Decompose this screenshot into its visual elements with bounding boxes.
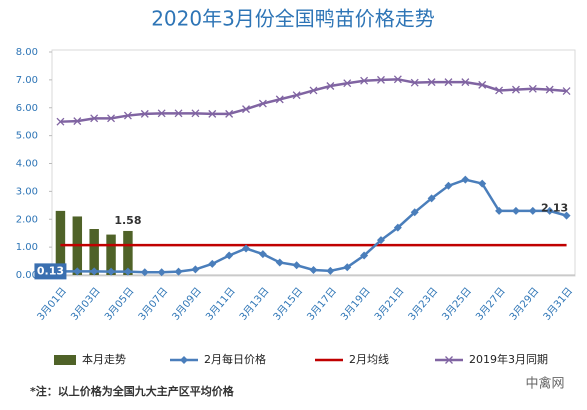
marker (545, 206, 554, 215)
marker (326, 266, 335, 275)
marker (427, 194, 436, 203)
marker (191, 265, 200, 274)
data-label: 1.58 (114, 214, 141, 227)
data-label: 0.13 (37, 264, 64, 277)
marker (258, 250, 267, 259)
legend-label: 本月走势 (82, 352, 126, 366)
marker (461, 78, 470, 87)
marker (545, 85, 554, 94)
data-label-box (34, 263, 67, 280)
marker (410, 78, 419, 87)
marker (90, 114, 99, 123)
marker (360, 251, 369, 260)
marker (73, 267, 82, 276)
marker (444, 78, 453, 87)
marker (208, 259, 217, 268)
bar (106, 234, 116, 275)
bar (55, 210, 66, 275)
marker (123, 111, 132, 120)
watermark: 中禽网 (525, 376, 564, 392)
y-tick-label: 7.00 (16, 75, 38, 86)
marker (191, 109, 200, 118)
y-tick-label: 3.00 (16, 186, 38, 197)
marker (174, 267, 183, 276)
marker (242, 105, 250, 114)
legend-marker (180, 356, 188, 364)
chart-title: 2020年3月份全国鸭苗价格走势 (151, 7, 435, 31)
marker (326, 82, 335, 90)
marker (562, 87, 571, 95)
data-label: 2.13 (541, 202, 568, 215)
y-tick-label: 2.00 (16, 214, 38, 225)
legend-label: 2月每日价格 (204, 352, 266, 366)
marker (73, 117, 82, 126)
legend-label: 2月均线 (349, 352, 389, 366)
footnote: *注：以上价格为全国九大主产区平均价格 (30, 384, 235, 398)
marker (225, 109, 234, 118)
y-tick-label: 8.00 (16, 47, 38, 58)
marker (309, 86, 318, 95)
marker (225, 251, 234, 260)
marker (123, 267, 132, 276)
y-tick-label: 1.00 (16, 242, 38, 253)
marker (343, 79, 352, 88)
marker (275, 95, 284, 104)
marker (427, 78, 436, 87)
marker (90, 267, 99, 276)
marker (107, 267, 116, 276)
marker (444, 181, 453, 190)
marker (562, 211, 571, 220)
legend-label: 2019年3月同期 (469, 352, 548, 366)
marker (478, 179, 487, 188)
y-tick-label: 0.00 (16, 270, 38, 281)
marker (511, 206, 520, 215)
legend-swatch (54, 355, 76, 365)
marker (410, 208, 419, 217)
marker (275, 258, 284, 267)
marker (376, 236, 385, 245)
marker (495, 206, 504, 215)
y-tick-label: 4.00 (16, 159, 38, 170)
marker (495, 86, 504, 95)
marker (208, 109, 217, 118)
marker (258, 99, 267, 108)
marker (107, 114, 116, 123)
y-tick-label: 5.00 (16, 131, 38, 142)
marker (242, 244, 251, 253)
marker (511, 85, 520, 94)
marker (478, 80, 487, 89)
marker (140, 109, 149, 118)
marker (393, 223, 402, 232)
marker (292, 91, 301, 100)
marker (393, 75, 402, 84)
marker (528, 206, 537, 215)
legend-marker (445, 356, 453, 364)
bar (89, 229, 99, 275)
marker (377, 75, 385, 84)
marker (292, 261, 301, 270)
bar (123, 230, 133, 275)
marker (157, 109, 166, 118)
marker (343, 263, 352, 272)
marker (528, 84, 537, 93)
marker (140, 268, 149, 277)
marker (360, 76, 369, 85)
marker (461, 175, 470, 184)
y-tick-label: 6.00 (16, 103, 38, 114)
marker (309, 265, 318, 274)
marker (56, 117, 65, 126)
marker (157, 268, 166, 277)
marker (174, 109, 183, 118)
